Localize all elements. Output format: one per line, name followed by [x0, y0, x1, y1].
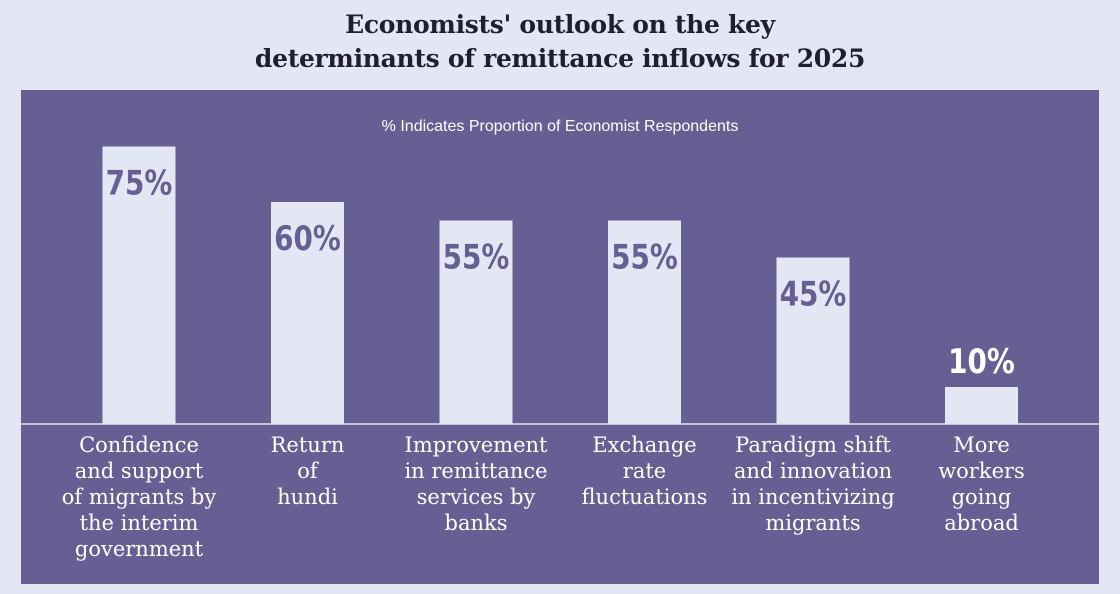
bar-2 [271, 202, 344, 424]
category-label-6-line-4: abroad [944, 511, 1019, 535]
category-label-3-line-3: services by [417, 485, 536, 509]
chart-title: Economists' outlook on the key determina… [0, 8, 1120, 76]
category-label-6: More workers going abroad [938, 433, 1025, 535]
bar-value-label-3: 55% [443, 238, 510, 277]
category-label-4-line-1: Exchange [592, 433, 696, 457]
category-label-1-line-2: and support [75, 459, 204, 483]
chart-subtitle: % Indicates Proportion of Economist Resp… [381, 118, 739, 135]
category-label-1-line-5: government [75, 537, 204, 561]
category-label-2-line-3: hundi [277, 485, 338, 509]
category-label-4-line-2: rate [623, 459, 666, 483]
bar-value-label-2: 60% [274, 219, 341, 258]
category-label-6-line-3: going [952, 485, 1012, 509]
category-label-2: Return of hundi [271, 433, 345, 509]
category-label-1: Confidence and support of migrants by the i… [62, 433, 217, 561]
bar-value-label-6: 10% [948, 342, 1015, 381]
bar-5 [776, 257, 850, 424]
category-label-1-line-3: of migrants by [62, 485, 217, 509]
chart-title-line-1: Economists' outlook on the key [345, 10, 775, 39]
bar-value-label-1: 75% [106, 164, 173, 203]
category-label-2-line-1: Return [271, 433, 345, 457]
category-label-5-line-2: and innovation [734, 459, 892, 483]
category-label-3-line-1: Improvement [405, 433, 548, 457]
chart-panel [21, 90, 1099, 584]
bar-value-label-4: 55% [611, 238, 678, 277]
category-label-4-line-3: fluctuations [582, 485, 708, 509]
bar-value-label-5: 45% [780, 275, 847, 314]
category-label-1-line-1: Confidence [79, 433, 199, 457]
category-label-6-line-1: More [953, 433, 1010, 457]
category-label-4: Exchange rate fluctuations [582, 433, 708, 509]
category-label-2-line-2: of [297, 459, 320, 483]
category-label-3-line-4: banks [445, 511, 508, 535]
bar-4 [608, 220, 681, 424]
bar-1 [102, 146, 176, 424]
category-label-5-line-1: Paradigm shift [735, 433, 891, 457]
category-label-5-line-4: migrants [765, 511, 860, 535]
category-label-5: Paradigm shift and innovation in incentivi… [731, 433, 894, 535]
category-label-3-line-2: in remittance [404, 459, 547, 483]
category-label-1-line-4: the interim [80, 511, 199, 535]
category-label-3: Improvement in remittance services by banks [404, 433, 548, 535]
bar-6 [945, 387, 1018, 424]
category-label-6-line-2: workers [938, 459, 1025, 483]
bar-3 [439, 220, 513, 424]
category-label-5-line-3: in incentivizing [731, 485, 894, 509]
chart-title-line-2: determinants of remittance inflows for 2… [254, 44, 866, 73]
